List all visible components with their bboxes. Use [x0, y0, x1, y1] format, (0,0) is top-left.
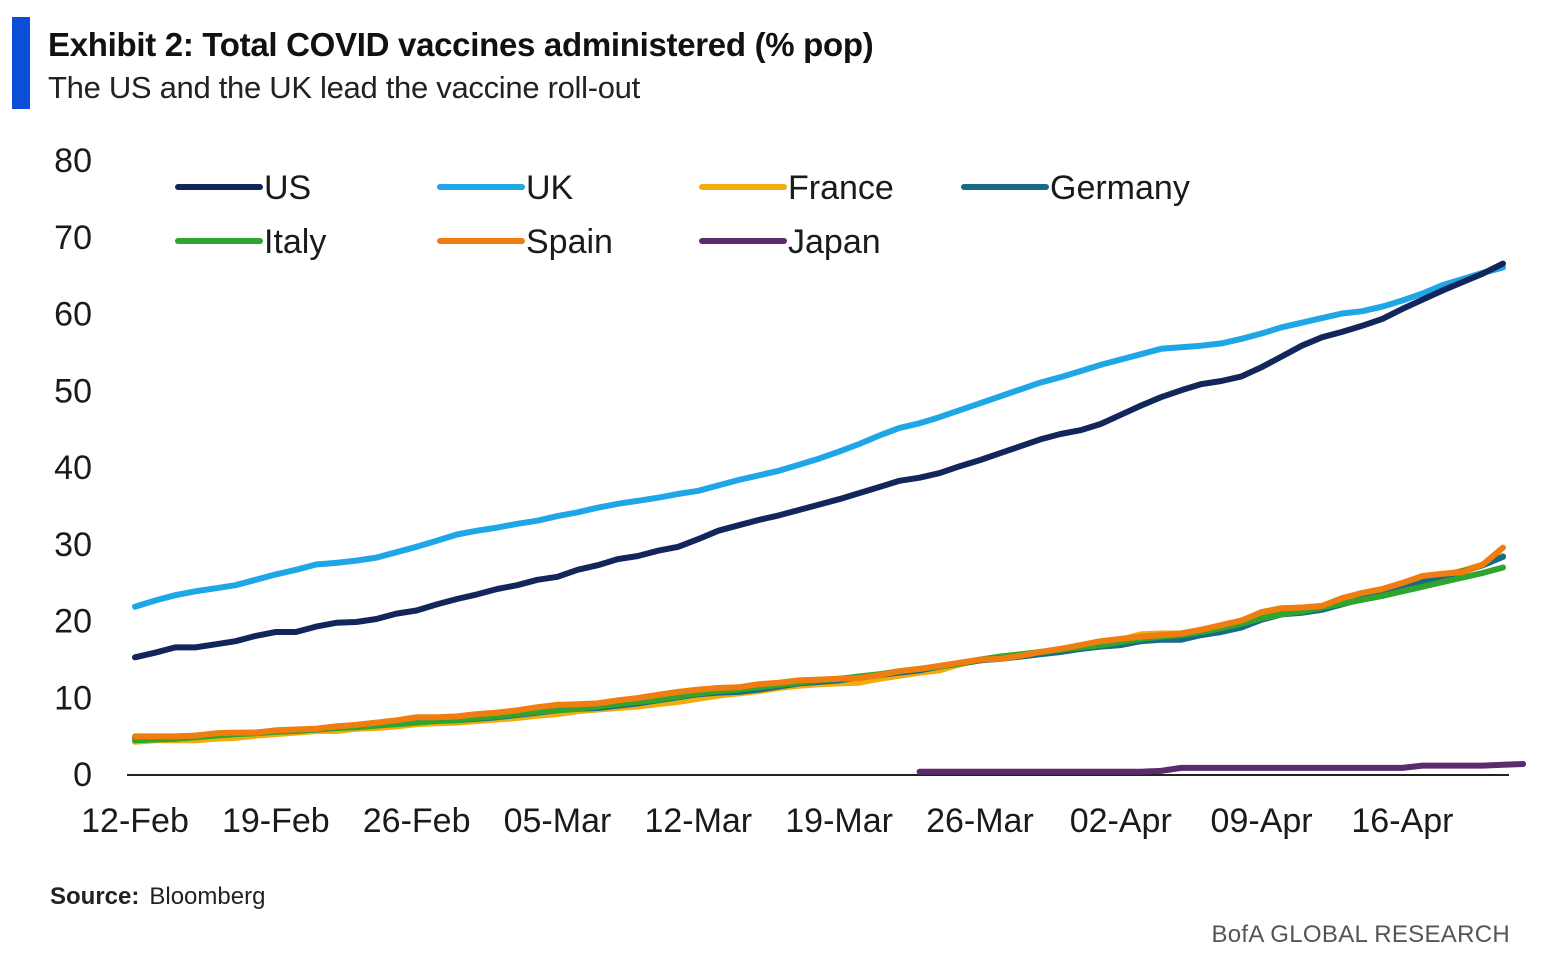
line-chart: 0 10 20 30 40 50 60 70 80 12-Feb 19-Feb 26-Feb 05-M…: [54, 142, 1527, 840]
y-axis-ticks: 0 10 20 30 40 50 60 70 80: [54, 142, 92, 794]
x-tick-label: 19-Feb: [222, 802, 330, 840]
legend: US UK France Germany Italy Spain Japan: [175, 169, 1190, 261]
series-line-germany: [132, 553, 1506, 741]
series-line-france: [132, 553, 1506, 745]
source-note: Source: Bloomberg: [50, 883, 265, 911]
y-tick-label: 70: [54, 219, 92, 257]
y-tick-label: 0: [73, 756, 92, 794]
x-tick-label: 19-Mar: [785, 802, 893, 840]
series-line-uk: [132, 264, 1506, 610]
legend-label-italy: Italy: [264, 223, 326, 261]
x-tick-label: 09-Apr: [1211, 802, 1313, 840]
y-tick-label: 10: [54, 679, 92, 717]
y-tick-label: 60: [54, 296, 92, 334]
legend-label-us: US: [264, 169, 311, 207]
chart-title: Exhibit 2: Total COVID vaccines administ…: [48, 26, 874, 63]
legend-label-uk: UK: [526, 169, 574, 207]
source-label: Source:: [50, 883, 140, 910]
x-tick-label: 26-Mar: [926, 802, 1034, 840]
legend-label-france: France: [788, 169, 894, 207]
series-lines: [132, 260, 1527, 775]
series-line-japan: [916, 761, 1527, 775]
x-tick-label: 12-Mar: [644, 802, 752, 840]
x-tick-label: 16-Apr: [1351, 802, 1453, 840]
x-tick-label: 02-Apr: [1070, 802, 1172, 840]
x-tick-label: 12-Feb: [81, 802, 189, 840]
x-tick-label: 05-Mar: [504, 802, 612, 840]
y-tick-label: 30: [54, 526, 92, 564]
y-tick-label: 40: [54, 449, 92, 487]
y-tick-label: 80: [54, 142, 92, 180]
chart-subtitle: The US and the UK lead the vaccine roll-…: [48, 70, 640, 105]
series-line-italy: [132, 564, 1506, 744]
source-value: Bloomberg: [149, 883, 266, 910]
x-tick-label: 26-Feb: [363, 802, 471, 840]
y-tick-label: 50: [54, 372, 92, 410]
legend-label-japan: Japan: [788, 223, 881, 261]
legend-label-germany: Germany: [1050, 169, 1190, 207]
series-line-us: [132, 260, 1506, 661]
x-axis-ticks: 12-Feb 19-Feb 26-Feb 05-Mar 12-Mar 19-Mar 26-M…: [81, 802, 1453, 840]
y-tick-label: 20: [54, 603, 92, 641]
legend-label-spain: Spain: [526, 223, 613, 261]
accent-bar: [12, 17, 30, 109]
series-line-spain: [132, 544, 1506, 740]
brand-footer: BofA GLOBAL RESEARCH: [1211, 921, 1510, 948]
